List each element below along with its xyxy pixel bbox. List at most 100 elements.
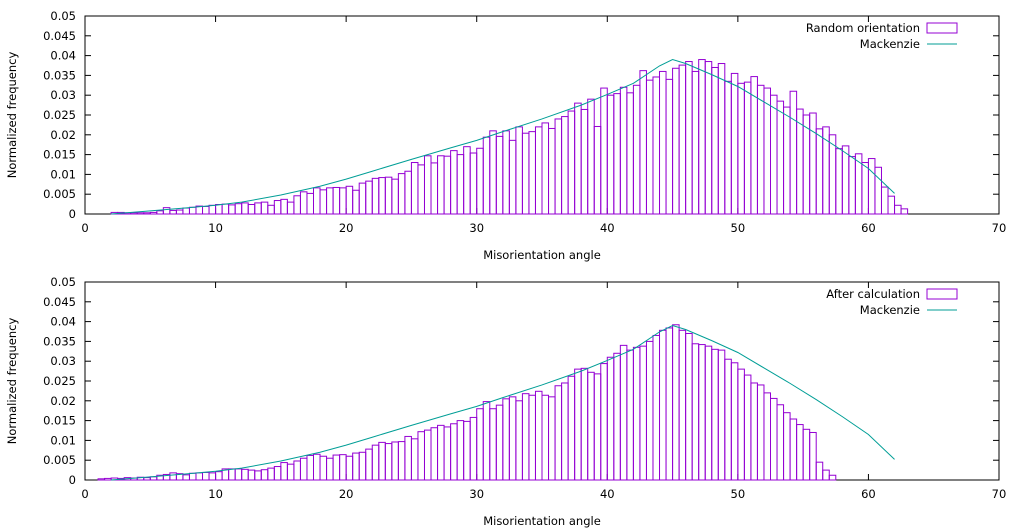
histogram-bar (756, 84, 765, 215)
x-tick-label: 60 (861, 221, 876, 235)
histogram-bar (561, 116, 569, 215)
y-tick-label: 0.025 (43, 108, 76, 122)
histogram-bar (299, 457, 308, 481)
histogram-bar (776, 100, 785, 215)
histogram-bar (437, 424, 445, 481)
histogram-bar (417, 431, 425, 481)
histogram-bar (254, 470, 262, 481)
histogram-bar (730, 362, 739, 481)
histogram-bar (770, 94, 778, 215)
x-axis-label: Misorientation angle (483, 514, 601, 528)
histogram-bar (528, 394, 536, 481)
histogram-bar (97, 478, 106, 481)
histogram-bar (704, 61, 713, 215)
histogram-bar (417, 164, 425, 215)
histogram-bar (900, 208, 909, 215)
histogram-bar (456, 420, 465, 481)
histogram-bar (371, 444, 380, 481)
histogram-bar (228, 468, 236, 481)
histogram-bar (339, 454, 347, 481)
histogram-bar (391, 178, 399, 215)
histogram-bar (678, 329, 687, 481)
x-axis-label: Misorientation angle (483, 248, 601, 262)
histogram-bar (469, 416, 478, 481)
histogram-bar (469, 152, 478, 215)
histogram-bar (756, 384, 765, 481)
histogram-bar (423, 155, 432, 215)
histogram-bar (202, 471, 210, 481)
legend-swatch-histogram (926, 22, 958, 34)
histogram-bar (730, 72, 739, 215)
histogram-bar (711, 348, 719, 481)
histogram-bar (352, 189, 360, 215)
histogram-bar (717, 349, 726, 481)
y-tick-label: 0.04 (50, 315, 76, 329)
histogram-bar (371, 177, 380, 215)
histogram-bar (489, 408, 497, 481)
x-tick-label: 20 (339, 487, 354, 501)
histogram-bar (508, 396, 517, 481)
histogram-bar (293, 195, 301, 215)
y-tick-label: 0 (69, 207, 76, 221)
histogram-bar (861, 162, 869, 215)
y-tick-label: 0.02 (50, 394, 76, 408)
histogram-bar (195, 472, 204, 481)
histogram-bar (698, 344, 706, 481)
histogram-bar (384, 443, 393, 481)
histogram-bar (293, 460, 301, 481)
histogram-bar (835, 148, 843, 215)
histogram-bar (770, 397, 778, 481)
y-tick-label: 0.04 (50, 49, 76, 63)
histogram-bar (463, 146, 471, 215)
histogram-bar (234, 203, 243, 215)
histogram-bar (384, 176, 393, 215)
histogram-bar (626, 92, 634, 215)
histogram-bar (796, 424, 804, 481)
histogram-bar (711, 66, 719, 215)
y-tick-label: 0.035 (43, 68, 76, 82)
histogram-bar (632, 346, 641, 481)
histogram-bar (247, 469, 256, 481)
histogram-bar (541, 394, 550, 481)
histogram-bar (130, 212, 138, 215)
histogram-bar (815, 128, 824, 215)
histogram-bar (534, 126, 543, 215)
histogram-bar (515, 400, 523, 481)
histogram-bar (495, 404, 504, 481)
histogram-bar (724, 80, 732, 215)
histogram-bar (319, 189, 328, 215)
histogram-bar (358, 182, 367, 215)
histogram-bar (345, 185, 354, 215)
histogram-bar (463, 420, 471, 481)
histogram-bar (397, 441, 406, 481)
histogram-bar (672, 67, 680, 215)
histogram-bar (645, 79, 654, 215)
histogram-bar (234, 468, 243, 481)
histogram-bar (430, 162, 439, 215)
histogram-bar (313, 453, 321, 481)
histogram-bar (783, 412, 791, 481)
histogram-bar (482, 136, 491, 215)
histogram-bar (528, 131, 536, 215)
y-tick-label: 0.015 (43, 148, 76, 162)
histogram-bar (156, 210, 164, 215)
histogram-bar (182, 474, 190, 481)
histogram-bar (313, 187, 321, 215)
x-tick-label: 50 (731, 487, 746, 501)
x-tick-label: 40 (600, 487, 615, 501)
chart-panel-1: 0 0.005 0.01 0.015 0.02 0.025 0.03 0.035 0.04 0.0… (5, 9, 1006, 262)
histogram-bar (260, 469, 269, 481)
histogram-bar (848, 156, 856, 215)
histogram-bar (685, 332, 693, 481)
histogram-bar (678, 64, 687, 215)
y-tick-label: 0.05 (50, 9, 76, 23)
histogram-bar (241, 202, 249, 215)
histogram-bar (743, 374, 752, 481)
histogram-bar (182, 207, 190, 215)
histogram-bar (737, 368, 745, 481)
histogram-bar (391, 441, 399, 481)
histogram-bar (828, 474, 837, 481)
x-tick-label: 50 (731, 221, 746, 235)
x-tick-label: 10 (208, 221, 223, 235)
histogram-bar (743, 81, 752, 215)
